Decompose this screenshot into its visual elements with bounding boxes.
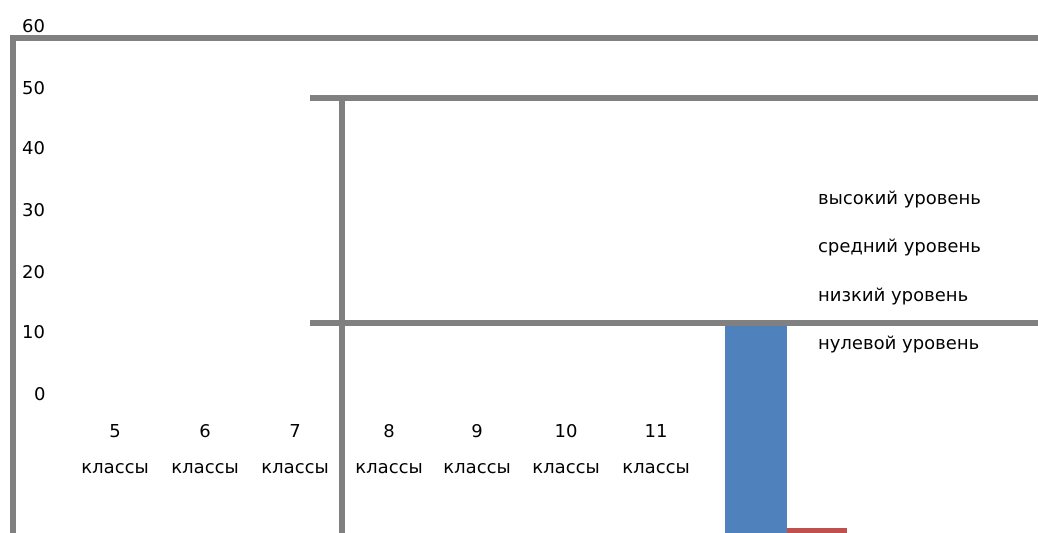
category-number-label: 9	[471, 421, 482, 442]
bar-blue	[725, 326, 787, 533]
y-tick-label: 10	[22, 322, 45, 343]
legend-label-zero: нулевой уровень	[818, 333, 979, 354]
category-word-label: классы	[81, 457, 148, 478]
legend-label-high: высокий уровень	[818, 188, 981, 209]
y-tick-label: 50	[22, 78, 45, 99]
y-tick-label: 40	[22, 138, 45, 159]
category-word-label: классы	[532, 457, 599, 478]
bars	[725, 326, 847, 533]
legend: высокий уровень средний уровень низкий у…	[818, 188, 981, 354]
category-number-label: 11	[645, 421, 668, 442]
y-tick-label: 30	[22, 200, 45, 221]
legend-label-medium: средний уровень	[818, 236, 981, 257]
category-word-label: классы	[171, 457, 238, 478]
category-number-label: 7	[289, 421, 300, 442]
category-number-label: 8	[383, 421, 394, 442]
category-number-label: 10	[555, 421, 578, 442]
y-tick-label: 60	[22, 16, 45, 37]
x-axis-category-labels: 5 классы 6 классы 7 классы 8 классы 9 кл…	[81, 421, 689, 478]
category-word-label: классы	[622, 457, 689, 478]
legend-label-low: низкий уровень	[818, 285, 968, 306]
chart-frame	[10, 35, 1038, 533]
category-word-label: классы	[443, 457, 510, 478]
y-tick-label: 0	[34, 384, 45, 405]
category-word-label: классы	[261, 457, 328, 478]
y-axis-tick-labels: 60 50 40 30 20 10 0	[22, 16, 45, 405]
bar-red	[787, 528, 847, 533]
y-tick-label: 20	[22, 262, 45, 283]
category-number-label: 5	[109, 421, 120, 442]
category-number-label: 6	[199, 421, 210, 442]
category-word-label: классы	[355, 457, 422, 478]
